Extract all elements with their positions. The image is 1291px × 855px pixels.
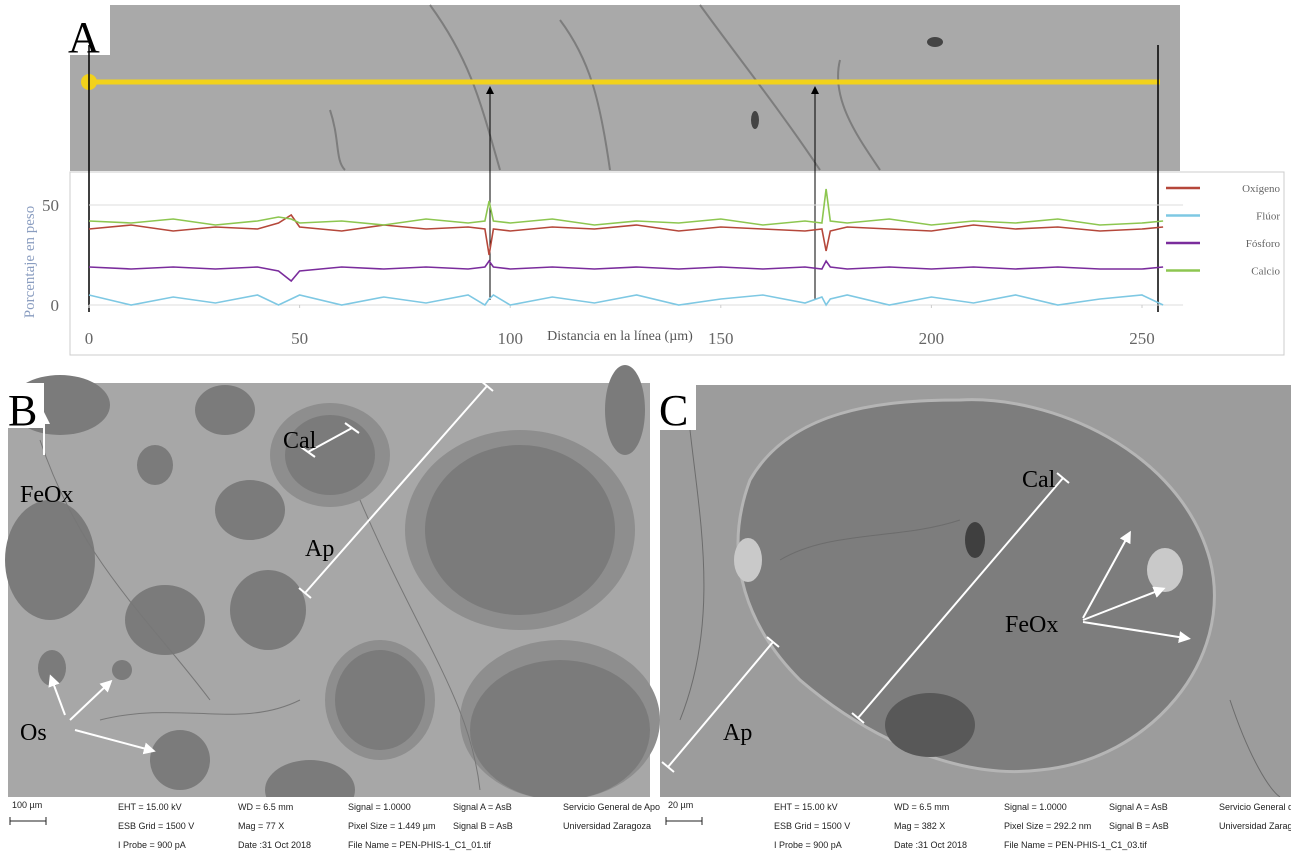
x-tick-label: 100 [497,329,523,348]
legend-label: Calcio [1251,266,1280,278]
y-tick-label: 0 [51,296,60,315]
iron-oxide [734,538,762,582]
crack [39,439,481,791]
panel-label: A [68,13,100,62]
x-tick-label: 200 [919,329,945,348]
annotation: FeOx [1005,612,1058,638]
pore [885,693,975,757]
pore [927,37,943,47]
info-field: WD = 6.5 mm [894,802,949,812]
pore [751,111,759,129]
annotation: Os [20,720,47,746]
info-field: Date :31 Oct 2018 [238,840,311,850]
annotation: Ap [723,720,752,746]
info-field: ESB Grid = 1500 V [774,821,850,831]
info-text: 20 µm EHT = 15.00 kV ESB Grid = 1500 V I Pr… [665,800,1291,850]
info-field: Signal B = AsB [1109,821,1169,831]
info-field: File Name = PEN-PHIS-1_C1_03.tif [1004,840,1147,850]
info-field: Universidad Zaragoza [563,821,651,831]
line-chart: 0 50 0 50 100 150 200 250 Oxígeno Flúor Fósforo Cal… [42,183,1280,348]
info-field: EHT = 15.00 kV [774,802,838,812]
info-field: Signal = 1.0000 [348,802,411,812]
scale-label: 20 µm [668,800,693,810]
annotation: Cal [1022,467,1056,493]
annotation-lines [661,472,1191,773]
scale-bar [9,817,47,825]
crack [679,429,1281,798]
info-field: Date :31 Oct 2018 [894,840,967,850]
info-field: Servicio General de Apoyo a la Investiga… [1219,802,1291,812]
sem-image [70,5,1180,171]
info-field: Signal A = AsB [453,802,512,812]
series-line [88,259,1164,283]
annotation: Ap [305,536,334,562]
info-field: Universidad Zaragoza [1219,821,1291,831]
legend-label: Flúor [1256,211,1280,223]
info-field: Signal = 1.0000 [1004,802,1067,812]
info-field: Mag = 382 X [894,821,945,831]
info-field: Pixel Size = 1.449 µm [348,821,435,831]
info-field: I Probe = 900 pA [774,840,842,850]
iron-oxide [1147,548,1183,592]
info-bar [660,797,1291,855]
series-line [88,294,1164,307]
info-field: WD = 6.5 mm [238,802,293,812]
annotation: FeOx [20,482,73,508]
info-bar [8,797,650,855]
x-tick-label: 250 [1129,329,1155,348]
x-tick-label: 150 [708,329,734,348]
y-tick-label: 50 [42,196,59,215]
annotation: Cal [283,428,317,454]
scale-label: 100 µm [12,800,42,810]
label-bg [8,383,44,428]
x-tick-label: 50 [291,329,308,348]
info-text: 100 µm EHT = 15.00 kV ESB Grid = 1500 V I P… [9,800,764,850]
info-field: Signal A = AsB [1109,802,1168,812]
info-field: ESB Grid = 1500 V [118,821,194,831]
series-line [88,188,1164,226]
info-field: Pixel Size = 292.2 nm [1004,821,1091,831]
pore [965,522,985,558]
panel-label: C [659,386,688,435]
info-field: File Name = PEN-PHIS-1_C1_01.tif [348,840,491,850]
annotation-lines [38,380,494,755]
panel-label: B [8,386,37,435]
y-axis-label: Porcentaje en peso [22,206,38,318]
info-field: Mag = 77 X [238,821,284,831]
label-bg [660,385,696,430]
label-bg [70,5,110,55]
x-axis-label: Distancia en la línea (µm) [547,329,693,344]
chart-frame [69,171,1285,356]
ooid [736,398,1216,774]
info-field: I Probe = 900 pA [118,840,186,850]
info-field: EHT = 15.00 kV [118,802,182,812]
x-tick-label: 0 [85,329,94,348]
legend-label: Oxígeno [1242,183,1280,195]
info-field: Signal B = AsB [453,821,513,831]
legend-label: Fósforo [1246,238,1281,250]
ooid [5,365,650,820]
scale-bar [665,817,703,825]
